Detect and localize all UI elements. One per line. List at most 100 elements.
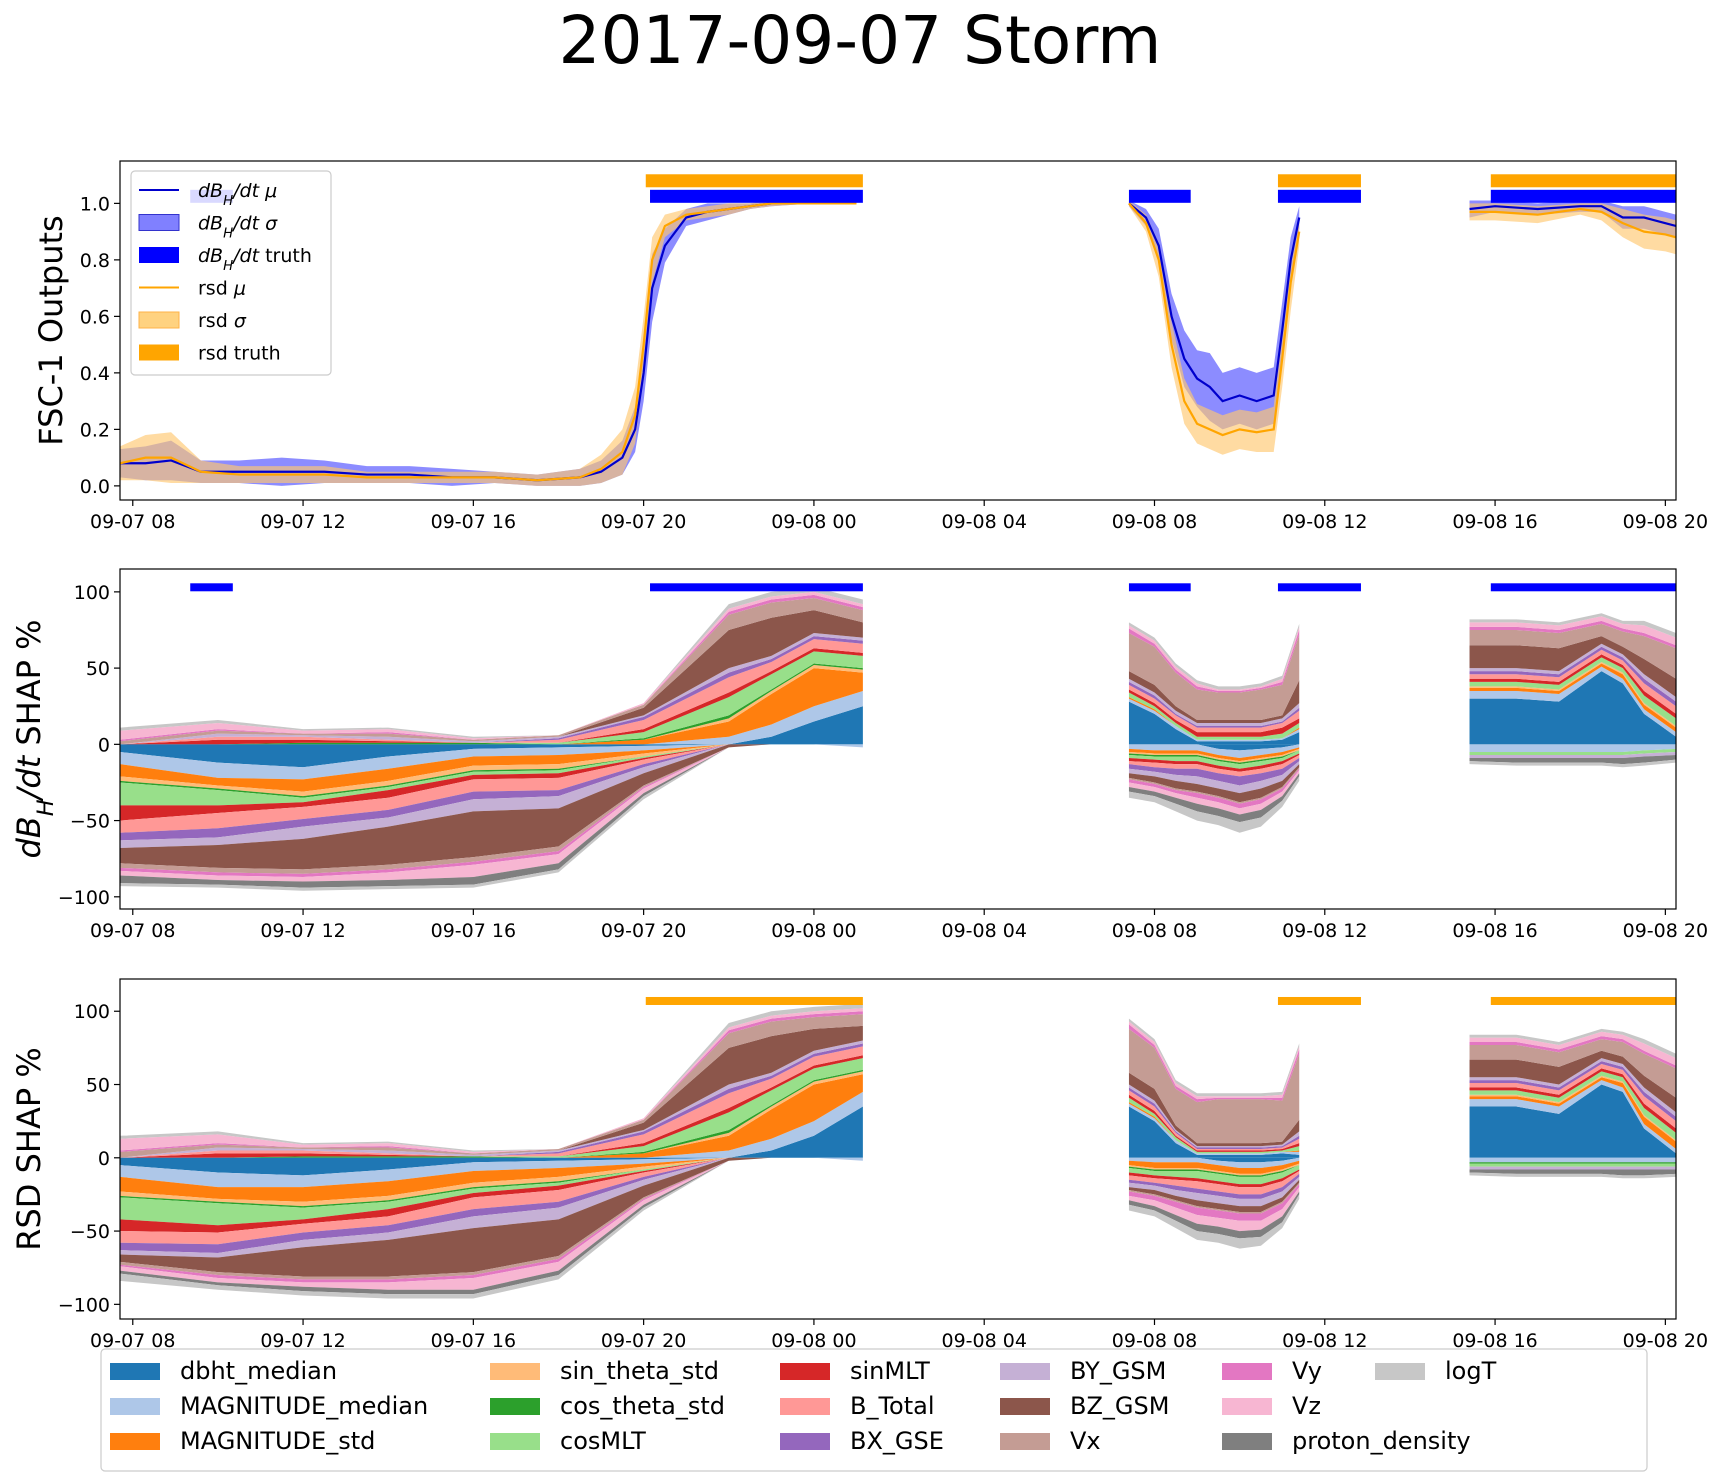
y-tick-label-1: −100 (58, 1294, 110, 1316)
area-neg-BY_GSM-3 (1469, 751, 1676, 759)
panel-3: −100 −50 0 50 100 09-07 08 09-07 12 09-07 16 09-… (10, 978, 1708, 1352)
area-pos-B_Total-2 (1128, 684, 1300, 733)
truth-bar-4 (1277, 583, 1361, 592)
legend-label-6: rsd truth (198, 343, 281, 365)
area-neg-logT-3 (1469, 1172, 1676, 1179)
area-pos-Vx-1 (120, 597, 863, 745)
feature-swatch-cosMLT (490, 1433, 540, 1450)
area-neg-BZ_GSM-1 (120, 1157, 863, 1277)
area-pos-Vy-3 (1469, 620, 1676, 649)
area-neg-sinMLT-2 (1128, 753, 1300, 772)
x-tick-label-2: 09-07 12 (260, 1330, 345, 1352)
x-tick-label-6: 09-08 04 (941, 1330, 1026, 1352)
area-pos-Vx-2 (1128, 633, 1300, 720)
feature-label-BZ_GSM: BZ_GSM (1070, 1392, 1169, 1420)
x-tick-label-9: 09-08 16 (1452, 920, 1537, 942)
mean-line-dbhdt-2 (1128, 202, 1301, 403)
y-tick-label-2: 0.2 (80, 419, 110, 441)
feature-label-sin_theta_std: sin_theta_std (560, 1357, 719, 1385)
truth-bar-dbhdt-3 (1128, 189, 1191, 203)
mean-line-dbhdt-3 (1469, 205, 1676, 228)
x-tick-label-9: 09-08 16 (1452, 1330, 1537, 1352)
area-neg-BY_GSM-2 (1128, 1176, 1300, 1207)
area-pos-BZ_GSM-3 (1469, 636, 1676, 698)
area-pos-B_Total-3 (1469, 649, 1676, 714)
area-pos-BZ_GSM-2 (1128, 671, 1300, 723)
truth-bar-3 (1128, 583, 1191, 592)
y-tick-label-5: 100 (74, 582, 110, 604)
area-neg-proton_density-2 (1128, 773, 1300, 823)
truth-bar-dbhdt-5 (1490, 189, 1676, 203)
area-neg-MAGNITUDE_std-1 (120, 1157, 863, 1202)
area-pos-B_Total-2 (1128, 1090, 1300, 1151)
area-pos-logT-1 (120, 587, 863, 739)
x-tick-label-10: 09-08 20 (1623, 511, 1708, 533)
area-neg-BX_GSE-2 (1128, 1173, 1300, 1199)
legend-marker-6 (139, 344, 179, 361)
area-pos-Vz-3 (1469, 616, 1676, 646)
area-neg-logT-2 (1128, 776, 1300, 833)
area-neg-MAGNITUDE_median-1 (120, 744, 863, 780)
sigma-band-rsd-3 (1469, 203, 1676, 255)
x-tick-label-4: 09-07 20 (601, 1330, 686, 1352)
y-tick-label-4: 50 (86, 658, 110, 680)
mean-line-rsd-2 (1128, 202, 1301, 437)
feature-swatch-MAGNITUDE_median (110, 1398, 160, 1415)
area-neg-B_Total-1 (120, 1157, 863, 1245)
area-neg-cos_theta_std-2 (1128, 750, 1300, 765)
feature-swatch-Vz (1222, 1398, 1272, 1415)
x-tick-label-3: 09-07 16 (431, 1330, 516, 1352)
area-neg-dbht_median-2 (1128, 744, 1300, 751)
feature-swatch-B_Total (780, 1398, 830, 1415)
y-tick-label-2: −50 (70, 1221, 110, 1243)
feature-label-MAGNITUDE_std: MAGNITUDE_std (180, 1427, 375, 1455)
feature-swatch-MAGNITUDE_std (110, 1433, 160, 1450)
x-tick-label-8: 09-08 12 (1282, 920, 1367, 942)
area-neg-cosMLT-1 (120, 1157, 863, 1226)
legend-label-2: dBH/dt σ (198, 213, 278, 242)
area-neg-B_Total-2 (1128, 755, 1300, 777)
y-tick-label-2: −50 (70, 811, 110, 833)
area-neg-Vy-2 (1128, 1184, 1300, 1221)
feature-swatch-BX_GSE (780, 1433, 830, 1450)
area-neg-logT-2 (1128, 1194, 1300, 1249)
area-neg-BX_GSE-2 (1128, 758, 1300, 786)
x-tick-label-5: 09-08 00 (771, 1330, 856, 1352)
truth-bar-1 (190, 583, 233, 592)
legend-marker-5 (138, 311, 180, 329)
axes-frame (119, 568, 1677, 910)
x-tick-label-6: 09-08 04 (941, 920, 1026, 942)
area-pos-Vz-1 (120, 591, 863, 740)
area-neg-Vz-1 (120, 1157, 863, 1290)
feature-legend: dbht_median MAGNITUDE_median MAGNITUDE_std… (100, 1348, 1648, 1472)
legend-label-4: rsd μ (198, 278, 246, 300)
sigma-band-rsd-1 (120, 200, 857, 486)
area-pos-dbht_median-1 (120, 706, 863, 745)
y-axis-label: FSC-1 Outputs (32, 215, 70, 445)
x-tick-label-7: 09-08 08 (1112, 1330, 1197, 1352)
area-neg-dbht_median-2 (1128, 1157, 1300, 1163)
area-neg-MAGNITUDE_median-3 (1469, 744, 1676, 752)
area-pos-MAGNITUDE_median-2 (1128, 1103, 1300, 1155)
feature-swatch-cos_theta_std (490, 1398, 540, 1415)
area-neg-cosMLT-1 (120, 744, 863, 806)
y-tick-label-6: 1.0 (80, 193, 110, 215)
feature-swatch-logT (1375, 1363, 1425, 1380)
feature-swatch-sin_theta_std (490, 1363, 540, 1380)
legend-marker-3 (139, 247, 179, 263)
truth-bar-2 (650, 583, 863, 592)
truth-bar-dbhdt-2 (650, 189, 863, 203)
truth-bar-2 (1277, 996, 1361, 1005)
y-axis-label: RSD SHAP % (10, 1047, 48, 1251)
area-neg-Vz-2 (1128, 770, 1300, 815)
truth-bar-1 (645, 996, 863, 1005)
truth-bar-dbhdt-4 (1277, 189, 1361, 203)
area-pos-BZ_GSM-1 (120, 610, 863, 745)
plot-area (120, 174, 1676, 486)
feature-swatch-dbht_median (110, 1363, 160, 1380)
y-tick-label-4: 50 (86, 1075, 110, 1097)
area-pos-cosMLT-1 (120, 651, 863, 745)
area-pos-dbht_median-3 (1469, 671, 1676, 745)
area-neg-MAGNITUDE_median-2 (1128, 744, 1300, 759)
